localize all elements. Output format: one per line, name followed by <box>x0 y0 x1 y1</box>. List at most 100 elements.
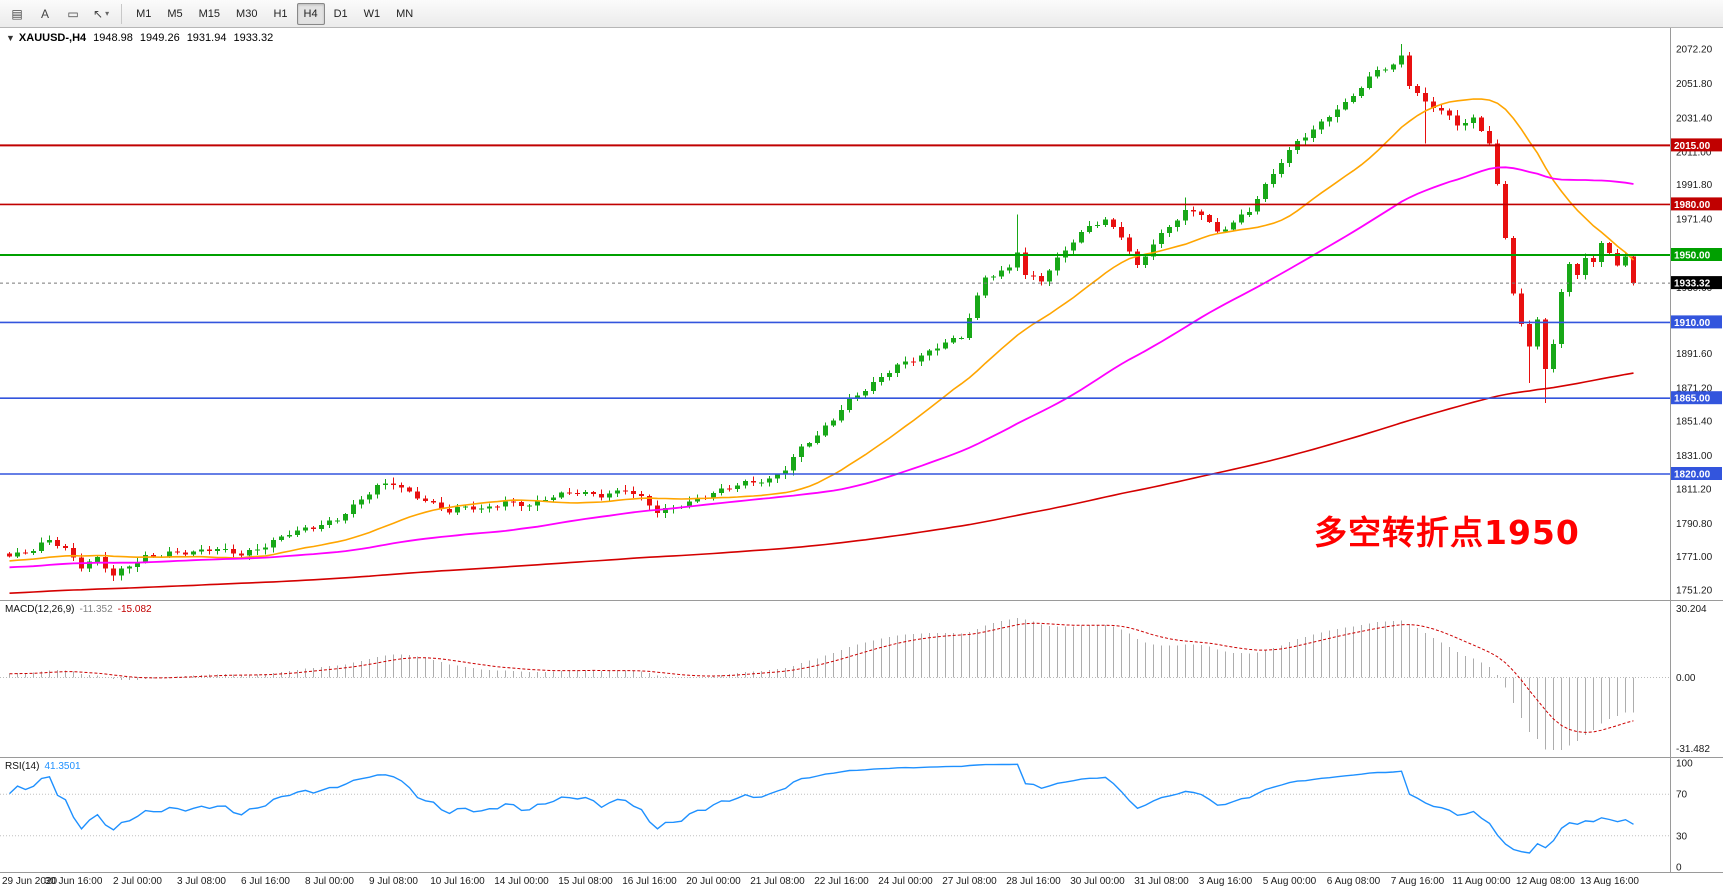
candle <box>895 364 900 374</box>
time-axis-label: 28 Jul 16:00 <box>1006 876 1061 887</box>
candle <box>519 502 524 507</box>
candle <box>1471 117 1476 123</box>
tf-button-m30[interactable]: M30 <box>229 3 264 25</box>
price-tick-label: 1751.20 <box>1676 586 1713 597</box>
candle <box>1103 219 1108 226</box>
candle <box>1615 253 1620 266</box>
price-tick-label: 1891.60 <box>1676 349 1713 360</box>
candle <box>751 481 756 483</box>
tf-button-h4[interactable]: H4 <box>296 2 325 25</box>
candle <box>511 501 516 503</box>
candle <box>631 490 636 495</box>
candle <box>599 493 604 498</box>
price-chart[interactable]: 2072.20 2051.80 2031.40 2011.00 1991.80 1971.… <box>0 28 1723 600</box>
price-tick-label: 1971.40 <box>1676 214 1713 225</box>
candle <box>1519 293 1524 324</box>
tf-button-w1[interactable]: W1 <box>357 3 388 25</box>
candle <box>1111 219 1116 227</box>
tf-button-h1[interactable]: H1 <box>266 3 294 25</box>
candle <box>1575 264 1580 275</box>
candle <box>1631 256 1636 284</box>
rsi-scale-label: 0 <box>1676 863 1682 874</box>
time-axis-label: 3 Jul 08:00 <box>177 876 226 887</box>
candle <box>447 508 452 513</box>
price-tag <box>1671 197 1722 211</box>
ohlc-high: 1949.26 <box>139 32 180 44</box>
candle <box>1087 226 1092 232</box>
rsi-scale-label: 30 <box>1676 831 1688 842</box>
text-annotation-icon[interactable]: A <box>32 3 58 25</box>
chart-list-icon[interactable]: ▤ <box>4 3 30 25</box>
candle <box>1239 214 1244 223</box>
tf-button-d1[interactable]: D1 <box>327 3 355 25</box>
candle <box>1271 174 1276 185</box>
candle <box>175 551 180 553</box>
candle <box>231 548 236 554</box>
candle <box>1231 222 1236 230</box>
candle <box>839 410 844 421</box>
candle <box>215 548 220 552</box>
candle <box>1551 344 1556 370</box>
tf-button-mn[interactable]: MN <box>389 3 420 25</box>
price-tag-label: 1865.00 <box>1674 394 1711 405</box>
candle <box>1263 184 1268 199</box>
price-tick-label: 2051.80 <box>1676 79 1713 90</box>
candle <box>391 483 396 485</box>
macd-panel[interactable]: 30.204 0.00 -31.482 <box>0 600 1723 757</box>
candle <box>1607 243 1612 253</box>
time-axis-label: 3 Aug 16:00 <box>1198 876 1253 887</box>
candle <box>471 506 476 510</box>
candle <box>111 568 116 576</box>
candle <box>591 492 596 494</box>
candle <box>943 342 948 349</box>
macd-scale-label: 0.00 <box>1676 673 1696 684</box>
candle <box>1031 275 1036 277</box>
chart-area: 2072.20 2051.80 2031.40 2011.00 1991.80 1971.… <box>0 28 1723 892</box>
candle <box>1439 107 1444 111</box>
macd-main-value: -11.352 <box>79 604 113 615</box>
chevron-down-icon: ▾ <box>105 9 110 18</box>
tf-button-m15[interactable]: M15 <box>192 3 227 25</box>
candle <box>1047 270 1052 282</box>
candle <box>15 552 20 557</box>
candle <box>1199 211 1204 215</box>
candle <box>351 504 356 515</box>
candle <box>583 492 588 494</box>
candle <box>71 547 76 558</box>
candle <box>799 446 804 458</box>
candle <box>1359 87 1364 97</box>
time-axis-label: 13 Aug 16:00 <box>1580 876 1639 887</box>
time-axis-label: 30 Jun 16:00 <box>44 876 103 887</box>
time-axis-label: 30 Jul 00:00 <box>1070 876 1125 887</box>
price-tag <box>1671 391 1722 405</box>
candle <box>63 546 68 548</box>
rsi-scale-label: 100 <box>1676 759 1693 770</box>
time-axis-label: 8 Jul 00:00 <box>305 876 354 887</box>
candle <box>527 505 532 507</box>
candle <box>287 535 292 537</box>
candle <box>871 382 876 391</box>
tf-button-m5[interactable]: M5 <box>160 3 189 25</box>
time-axis-label: 20 Jul 00:00 <box>686 876 741 887</box>
time-axis-label: 15 Jul 08:00 <box>558 876 613 887</box>
ohlc-low: 1931.94 <box>186 32 227 44</box>
time-axis-label: 10 Jul 16:00 <box>430 876 485 887</box>
candle <box>903 361 908 365</box>
symbol-dropdown-icon[interactable]: ▼ <box>6 33 15 44</box>
candle <box>1215 222 1220 232</box>
candle <box>23 552 28 554</box>
time-axis-label: 12 Aug 08:00 <box>1516 876 1575 887</box>
ohlc-close: 1933.32 <box>233 32 274 44</box>
cursor-tool-button[interactable]: ↖ ▾ <box>88 3 114 25</box>
candle <box>271 540 276 548</box>
candle <box>1559 292 1564 345</box>
rectangle-tool-icon[interactable]: ▭ <box>60 3 86 25</box>
candle <box>335 520 340 522</box>
time-axis-label: 11 Aug 00:00 <box>1452 876 1511 887</box>
tf-button-m1[interactable]: M1 <box>129 3 158 25</box>
candle <box>1487 131 1492 144</box>
ma-line-200 <box>9 372 1634 594</box>
rsi-panel[interactable]: 100 70 30 0 <box>0 757 1723 873</box>
price-tick-label: 1851.40 <box>1676 417 1713 428</box>
macd-scale-label: 30.204 <box>1676 604 1707 615</box>
